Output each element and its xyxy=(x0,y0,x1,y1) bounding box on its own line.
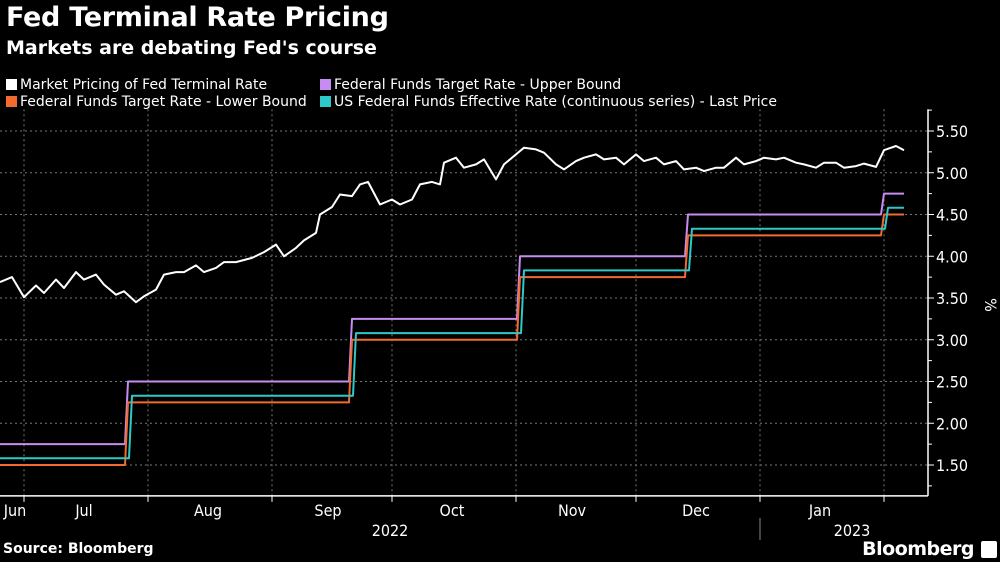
chart-title: Fed Terminal Rate Pricing xyxy=(6,2,389,33)
legend-label: Federal Funds Target Rate - Upper Bound xyxy=(334,77,622,93)
legend-item-effective-rate: US Federal Funds Effective Rate (continu… xyxy=(320,94,777,110)
x-tick-label: Nov xyxy=(558,501,587,520)
legend-label: Federal Funds Target Rate - Lower Bound xyxy=(20,94,307,110)
x-tick-label: Jul xyxy=(74,501,92,520)
y-axis-label: % xyxy=(981,298,1000,312)
x-tick-label: Aug xyxy=(194,501,222,520)
x-tick-label: Dec xyxy=(682,501,710,520)
series-line-1 xyxy=(0,145,905,304)
chart-subtitle: Markets are debating Fed's course xyxy=(6,37,377,59)
legend-swatch xyxy=(6,96,17,107)
y-tick-label: 1.50 xyxy=(936,456,968,475)
x-tick-label: Jan xyxy=(808,501,831,520)
x-tick-label: Oct xyxy=(440,501,465,520)
series-line-4 xyxy=(0,206,904,460)
legend-swatch xyxy=(6,79,17,90)
series-line-3 xyxy=(0,213,904,466)
year-label: 2023 xyxy=(834,521,871,540)
source-note: Source: Bloomberg xyxy=(3,541,154,557)
legend-item-lower-bound: Federal Funds Target Rate - Lower Bound xyxy=(6,94,307,110)
x-tick-label: Jun xyxy=(3,501,27,520)
bloomberg-chart-icon xyxy=(981,541,997,558)
series-line-2 xyxy=(0,192,904,446)
legend-label: US Federal Funds Effective Rate (continu… xyxy=(334,94,777,110)
y-tick-label: 5.50 xyxy=(936,122,968,141)
y-tick-label: 2.50 xyxy=(936,373,968,392)
y-tick-label: 3.00 xyxy=(936,331,968,350)
legend-swatch xyxy=(320,96,331,107)
y-tick-label: 2.00 xyxy=(936,414,968,433)
year-label: 2022 xyxy=(372,521,409,540)
legend-swatch xyxy=(320,79,331,90)
y-tick-label: 5.00 xyxy=(936,164,968,183)
x-tick-label: Sep xyxy=(314,501,341,520)
legend-label: Market Pricing of Fed Terminal Rate xyxy=(20,77,268,93)
bloomberg-logo: Bloomberg xyxy=(862,538,974,560)
y-tick-label: 3.50 xyxy=(936,289,968,308)
y-tick-label: 4.50 xyxy=(936,206,968,225)
legend-item-market-pricing: Market Pricing of Fed Terminal Rate xyxy=(6,77,267,93)
y-tick-label: 4.00 xyxy=(936,247,968,266)
legend-item-upper-bound: Federal Funds Target Rate - Upper Bound xyxy=(320,77,621,93)
